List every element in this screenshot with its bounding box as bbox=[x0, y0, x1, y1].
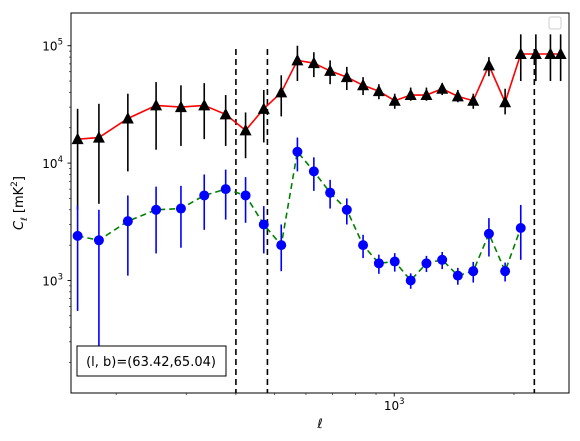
data-point bbox=[436, 82, 449, 94]
data-point bbox=[275, 85, 288, 98]
data-point bbox=[307, 56, 320, 69]
series-line bbox=[77, 53, 561, 140]
data-point bbox=[151, 204, 162, 215]
data-point bbox=[482, 58, 495, 71]
series-line bbox=[77, 149, 522, 282]
data-point bbox=[220, 184, 231, 195]
tick-layer: 103 104 105 103 bbox=[42, 38, 515, 413]
data-point bbox=[467, 94, 480, 106]
data-point bbox=[451, 89, 464, 102]
data-point bbox=[122, 216, 133, 227]
data-point bbox=[389, 256, 400, 267]
data-point bbox=[373, 258, 384, 269]
data-point bbox=[219, 107, 232, 120]
legend-box bbox=[548, 16, 562, 30]
data-point bbox=[500, 266, 511, 277]
y-axis-label: Cℓ [mK2] bbox=[10, 176, 30, 230]
data-point bbox=[420, 88, 433, 101]
y-tick-label: 104 bbox=[42, 155, 63, 171]
series-0 bbox=[71, 34, 567, 210]
data-point bbox=[175, 203, 186, 214]
data-point bbox=[71, 132, 84, 145]
data-point bbox=[404, 88, 417, 101]
data-point bbox=[198, 98, 211, 111]
data-point bbox=[357, 78, 370, 91]
data-point bbox=[291, 53, 304, 66]
data-point bbox=[325, 187, 336, 198]
data-point bbox=[544, 47, 557, 60]
y-tick-label: 105 bbox=[42, 38, 63, 54]
y-tick-label: 103 bbox=[42, 272, 63, 288]
data-point bbox=[421, 258, 432, 269]
data-point bbox=[358, 240, 369, 251]
data-point bbox=[121, 111, 134, 124]
data-point bbox=[276, 240, 287, 251]
data-point bbox=[292, 146, 303, 157]
annotation-box: (l, b)=(63.42,65.04) bbox=[76, 345, 227, 377]
data-point bbox=[515, 222, 526, 233]
x-axis-label: ℓ bbox=[316, 417, 322, 432]
data-point bbox=[199, 190, 210, 201]
axes-frame bbox=[70, 12, 570, 394]
data-point bbox=[372, 84, 385, 97]
data-point bbox=[174, 100, 187, 113]
series-1 bbox=[72, 137, 526, 363]
plot-area bbox=[71, 34, 567, 393]
data-point bbox=[257, 102, 270, 114]
data-point bbox=[324, 64, 337, 76]
data-point bbox=[388, 94, 401, 106]
data-point bbox=[93, 235, 104, 246]
data-point bbox=[514, 47, 527, 60]
data-point bbox=[150, 98, 163, 111]
data-point bbox=[258, 219, 269, 230]
data-point bbox=[468, 266, 479, 277]
data-point bbox=[499, 95, 512, 108]
data-point bbox=[529, 47, 542, 60]
data-point bbox=[554, 47, 567, 60]
data-point bbox=[437, 254, 448, 265]
x-tick-label: 103 bbox=[384, 397, 405, 413]
data-point bbox=[72, 230, 83, 241]
data-point bbox=[239, 123, 252, 136]
data-point bbox=[452, 270, 463, 281]
data-point bbox=[340, 70, 353, 83]
data-point bbox=[483, 228, 494, 239]
data-point bbox=[240, 190, 251, 201]
axis-label-layer: ℓ Cℓ [mK2] bbox=[10, 176, 323, 432]
annotation-text: (l, b)=(63.42,65.04) bbox=[86, 355, 216, 370]
data-point bbox=[92, 131, 105, 143]
data-point bbox=[308, 166, 319, 177]
data-point bbox=[405, 275, 416, 286]
data-point bbox=[341, 204, 352, 215]
